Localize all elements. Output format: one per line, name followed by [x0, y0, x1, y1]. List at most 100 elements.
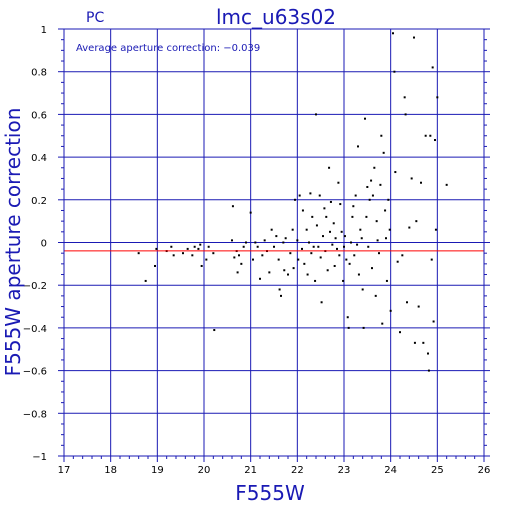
- data-point: [314, 279, 317, 282]
- data-point: [318, 194, 321, 197]
- data-point: [333, 264, 336, 267]
- data-point: [280, 294, 282, 297]
- data-point: [233, 256, 236, 259]
- data-point: [406, 301, 408, 304]
- data-point: [283, 269, 286, 272]
- data-point: [261, 254, 264, 257]
- data-point: [312, 245, 315, 248]
- x-tick-label: 25: [431, 465, 444, 476]
- data-point: [381, 322, 384, 325]
- data-point: [373, 166, 376, 169]
- data-point: [401, 254, 404, 257]
- data-point: [308, 241, 310, 244]
- data-point: [242, 245, 245, 248]
- x-tick-label: 18: [104, 465, 117, 476]
- average-correction-note: Average aperture correction: −0.039: [76, 43, 260, 54]
- data-point: [431, 66, 434, 69]
- data-point: [172, 254, 175, 257]
- data-point: [404, 113, 407, 116]
- data-point: [370, 179, 373, 182]
- data-point: [360, 237, 363, 240]
- data-point: [315, 224, 318, 227]
- data-point: [328, 166, 331, 169]
- data-point: [298, 194, 301, 197]
- x-tick-label: 19: [151, 465, 164, 476]
- data-point: [371, 194, 374, 197]
- data-point: [144, 279, 147, 282]
- data-point: [231, 239, 233, 242]
- data-point: [387, 198, 390, 201]
- data-point: [325, 215, 328, 218]
- y-tick-label: −0.2: [23, 281, 47, 292]
- data-point: [376, 239, 379, 242]
- data-point: [384, 209, 387, 212]
- data-point: [420, 181, 422, 184]
- data-point: [352, 205, 355, 208]
- data-point: [348, 262, 351, 265]
- data-point: [434, 139, 436, 142]
- data-point: [371, 267, 373, 270]
- data-point: [256, 245, 259, 248]
- data-point: [278, 288, 281, 291]
- data-point: [415, 220, 418, 223]
- x-tick-label: 21: [244, 465, 257, 476]
- data-point: [297, 258, 300, 261]
- data-point: [434, 228, 437, 231]
- y-tick-labels: 1 0.8 0.6 0.4 0.2 0 −0.2 −0.4 −0.6 −0.8 −1: [23, 25, 47, 463]
- y-tick-label: −1: [32, 452, 47, 463]
- data-point: [193, 245, 196, 248]
- data-point: [137, 252, 140, 255]
- data-point: [375, 220, 378, 223]
- y-tick-label: 0.4: [31, 153, 47, 164]
- data-point: [186, 247, 189, 250]
- data-point: [245, 241, 247, 244]
- data-point: [294, 198, 296, 201]
- data-point: [315, 113, 317, 116]
- y-tick-label: −0.4: [23, 324, 47, 335]
- data-point: [413, 36, 415, 39]
- data-point: [301, 247, 303, 250]
- data-point: [394, 171, 397, 174]
- x-axis-label: F555W: [235, 481, 305, 505]
- chart-title: lmc_u63s02: [216, 5, 336, 29]
- data-point: [357, 273, 360, 276]
- data-point: [326, 269, 329, 272]
- data-point: [427, 352, 429, 355]
- data-point: [170, 245, 173, 248]
- data-point: [342, 279, 345, 282]
- data-point: [322, 235, 324, 238]
- data-point: [378, 252, 380, 255]
- data-point: [392, 32, 394, 35]
- data-point: [350, 241, 352, 244]
- y-tick-label: 0: [41, 239, 47, 250]
- data-point: [296, 239, 299, 242]
- data-point: [254, 241, 257, 244]
- data-point: [339, 203, 342, 206]
- data-point: [374, 294, 377, 297]
- data-point: [343, 235, 346, 238]
- data-point: [331, 243, 334, 246]
- data-point: [340, 230, 343, 233]
- data-point: [353, 254, 356, 257]
- data-point: [334, 237, 337, 240]
- data-point: [275, 235, 278, 238]
- data-point: [291, 228, 294, 231]
- data-point: [240, 262, 243, 265]
- x-tick-label: 22: [291, 465, 304, 476]
- x-tick-label: 24: [384, 465, 397, 476]
- x-tick-label: 23: [338, 465, 351, 476]
- data-point: [320, 301, 323, 304]
- data-point: [249, 211, 252, 214]
- data-point: [268, 271, 271, 274]
- data-point: [380, 134, 383, 137]
- data-point: [306, 273, 309, 276]
- data-point: [236, 271, 239, 274]
- data-point: [212, 252, 215, 255]
- data-point: [238, 254, 240, 257]
- data-point: [345, 258, 348, 261]
- x-tick-labels: 17 18 19 20 21 22 23 24 25 26: [58, 465, 491, 476]
- data-point: [323, 207, 326, 210]
- y-tick-label: −0.8: [23, 409, 47, 420]
- data-point: [417, 305, 420, 308]
